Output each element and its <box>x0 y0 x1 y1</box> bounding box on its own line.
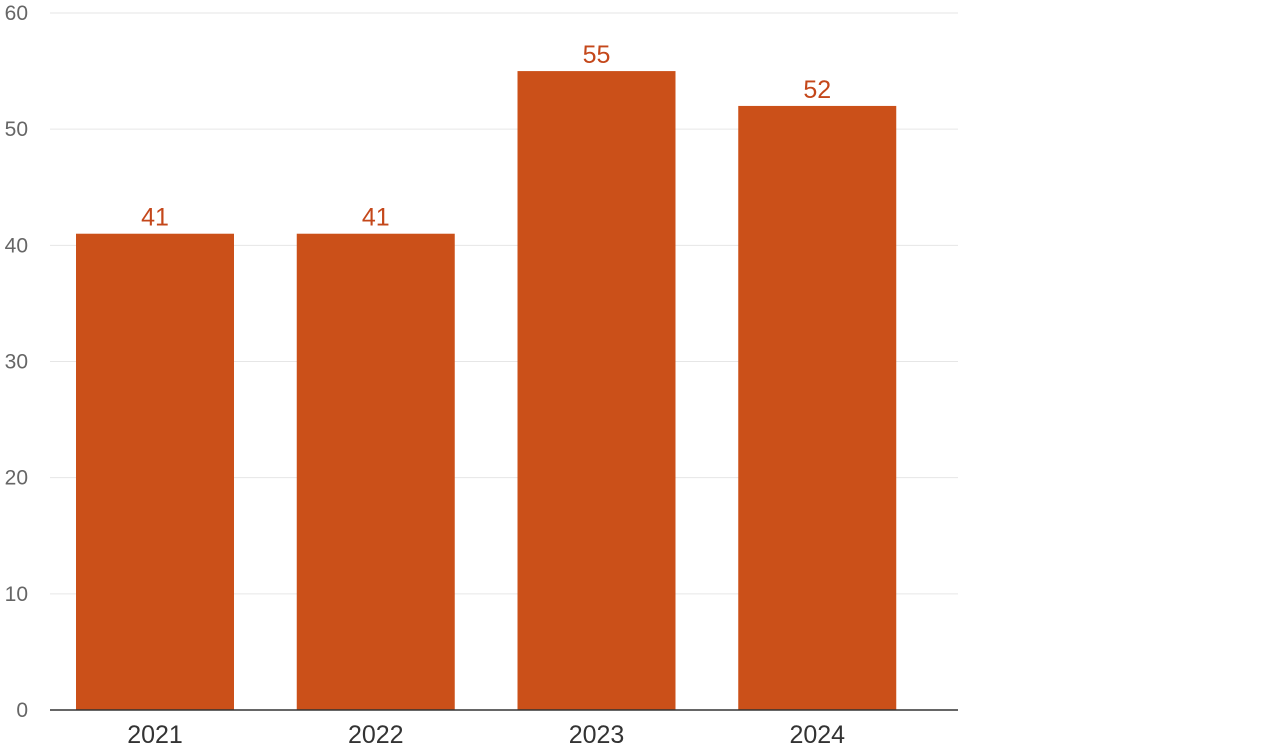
x-tick-label: 2024 <box>789 721 845 749</box>
bar-2023 <box>517 71 676 711</box>
y-tick-label: 20 <box>5 467 28 490</box>
y-tick-label: 40 <box>5 234 28 257</box>
y-tick-label: 60 <box>5 2 28 25</box>
y-tick-label: 0 <box>16 699 28 722</box>
x-tick-label: 2021 <box>127 721 183 749</box>
x-tick-label: 2023 <box>569 721 625 749</box>
data-labels: 41 41 55 52 <box>141 41 831 232</box>
data-label-2024: 52 <box>803 76 831 104</box>
data-label-2021: 41 <box>141 204 169 232</box>
y-axis-tick-labels: 0 10 20 30 40 50 60 <box>5 2 28 722</box>
x-tick-label: 2022 <box>348 721 404 749</box>
bars <box>76 71 897 711</box>
x-axis-tick-labels: 2021 2022 2023 2024 <box>127 721 845 749</box>
bar-2022 <box>296 233 455 710</box>
data-label-2023: 55 <box>583 41 611 69</box>
data-label-2022: 41 <box>362 204 390 232</box>
bar-2024 <box>738 105 897 710</box>
y-tick-label: 10 <box>5 583 28 606</box>
y-tick-label: 50 <box>5 118 28 141</box>
y-tick-label: 30 <box>5 351 28 374</box>
bar-2021 <box>76 233 234 710</box>
